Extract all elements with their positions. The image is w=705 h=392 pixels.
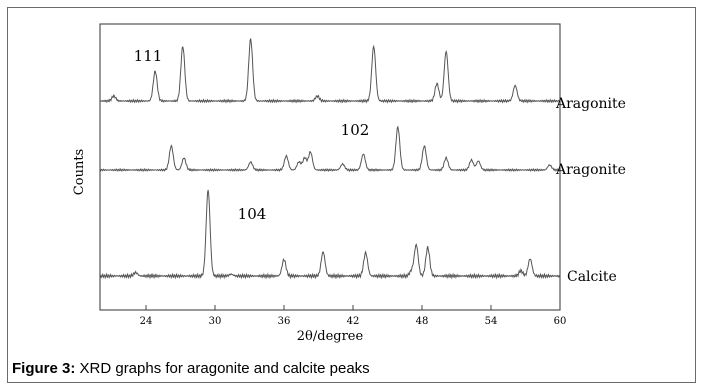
series-line-2	[99, 125, 561, 173]
plot-area	[99, 23, 561, 311]
x-tick-label-54: 54	[485, 316, 498, 327]
x-tick-label-42: 42	[347, 316, 360, 327]
series-label-1: Aragonite	[555, 96, 626, 112]
peak-label-3: 104	[238, 205, 267, 223]
x-axis-ticks: 24 30 36 42 48 54 60	[140, 305, 567, 327]
caption-label: Figure 3:	[12, 360, 76, 377]
x-tick-label-36: 36	[278, 316, 291, 327]
series-label-3: Calcite	[567, 269, 617, 285]
series-line-3	[99, 189, 561, 280]
x-tick-label-30: 30	[209, 316, 222, 327]
peak-label-2: 102	[341, 121, 370, 139]
figure-frame	[7, 7, 696, 383]
caption-text: XRD graphs for aragonite and calcite pea…	[75, 360, 370, 377]
series-label-2: Aragonite	[555, 162, 626, 178]
series-lines: 111 Aragonite 102 Aragonite 104 Calcite	[99, 38, 626, 285]
x-tick-label-48: 48	[416, 316, 429, 327]
peak-label-1: 111	[134, 47, 163, 65]
x-tick-label-60: 60	[554, 316, 567, 327]
x-tick-label-24: 24	[140, 316, 153, 327]
x-axis-label: 2θ/degree	[297, 329, 364, 344]
y-axis-label: Counts	[72, 149, 87, 195]
series-line-1	[99, 38, 561, 104]
figure-caption: Figure 3: XRD graphs for aragonite and c…	[12, 360, 370, 377]
